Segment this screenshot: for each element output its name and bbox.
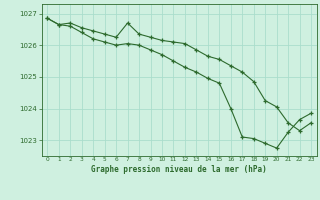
X-axis label: Graphe pression niveau de la mer (hPa): Graphe pression niveau de la mer (hPa) — [91, 165, 267, 174]
